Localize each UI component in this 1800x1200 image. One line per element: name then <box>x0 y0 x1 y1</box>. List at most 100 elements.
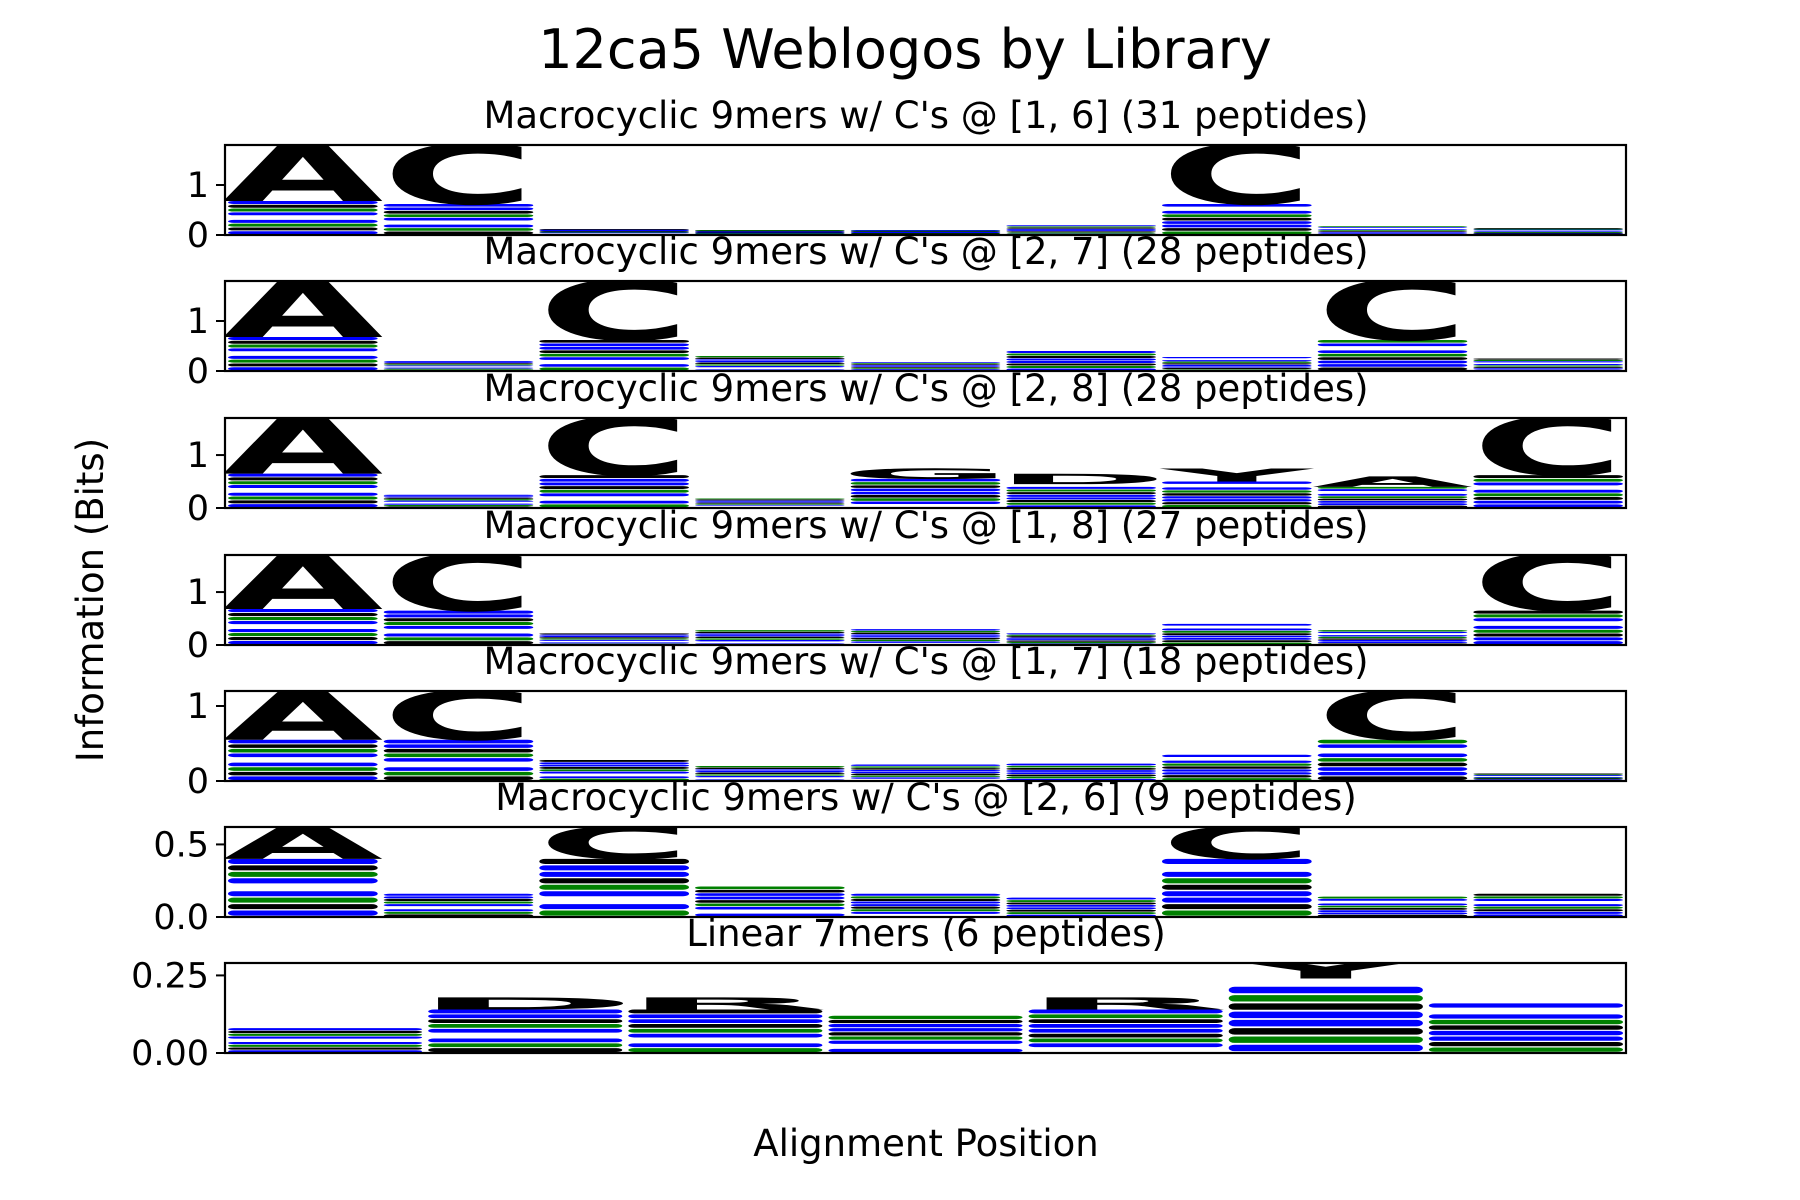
logo-stripe <box>383 637 534 641</box>
logo-stripe <box>539 865 689 871</box>
logo-stripe <box>1317 896 1468 899</box>
logo-column <box>1473 893 1623 917</box>
logo-stripe <box>628 1014 823 1019</box>
logo-stripe <box>1006 224 1156 225</box>
logo-stripe <box>1006 489 1156 492</box>
logo-stripe <box>628 1019 823 1023</box>
logo-stripe <box>1428 1025 1623 1030</box>
logo-stripe <box>539 639 689 641</box>
logo-stripe <box>695 900 845 903</box>
logo-stripe <box>539 231 689 232</box>
logo-column <box>850 629 1001 645</box>
logo-stripe <box>539 493 689 497</box>
logo-stripe <box>850 634 1001 636</box>
logo-stripe <box>1028 1048 1223 1052</box>
logo-stripe <box>695 893 845 896</box>
logo-stripe <box>1162 505 1312 508</box>
logo-stripe <box>1162 224 1312 228</box>
logo-stripe <box>539 504 689 508</box>
logo-stripe <box>539 486 689 489</box>
logo-stripe <box>383 776 534 780</box>
logo-stripe <box>228 492 378 496</box>
logo-stripe <box>228 504 378 508</box>
logo-stripe <box>1028 1014 1223 1019</box>
logo-stripe <box>228 1041 423 1045</box>
logo-stripe <box>695 504 845 506</box>
logo-stripe <box>828 1015 1023 1019</box>
logo-stripe <box>1162 487 1312 490</box>
logo-stripe <box>850 482 1001 485</box>
logo-stripe <box>850 491 1001 495</box>
logo-stripe <box>1428 1036 1623 1041</box>
logo-stripe <box>1006 631 1156 633</box>
logo-stripe <box>1006 231 1156 233</box>
logo-stripe <box>1317 360 1468 364</box>
logo-stripe <box>695 359 845 361</box>
logo-stripe <box>1317 367 1468 371</box>
logo-stripe <box>1317 907 1468 910</box>
logo-stripe <box>1162 210 1312 214</box>
logo-stripe <box>228 201 378 204</box>
logo-stripe <box>1473 904 1623 907</box>
logo-stripe <box>228 1044 423 1047</box>
logo-stripe <box>1317 898 1468 901</box>
logo-column <box>383 893 534 917</box>
logo-stripe <box>1162 364 1312 366</box>
logo-stripe <box>695 906 845 910</box>
logo-stripe <box>1006 502 1156 505</box>
logo-stripe <box>539 229 689 231</box>
logo-stripe <box>850 367 1001 368</box>
logo-stripe <box>1162 884 1312 890</box>
logo-stripe <box>1473 486 1623 489</box>
logo-column: C <box>382 127 535 235</box>
logo-stripe <box>383 366 534 368</box>
logo-stripe <box>1006 642 1156 644</box>
logo-letter: Y <box>1225 955 1426 984</box>
logo-column: C <box>1472 418 1624 508</box>
logo-stripe <box>850 364 1001 365</box>
logo-stripe <box>1006 348 1156 351</box>
logo-stripe <box>1473 358 1623 360</box>
logo-letter: C <box>382 677 535 756</box>
logo-stripe <box>1317 486 1468 489</box>
logo-letter: C <box>382 127 535 224</box>
logo-column: A <box>225 281 383 371</box>
logo-column: C <box>1472 538 1625 645</box>
logo-stripe <box>1473 775 1623 776</box>
logo-stripe <box>228 488 378 492</box>
logo-stripe <box>1006 902 1156 905</box>
logo-stripe <box>539 364 689 367</box>
logo-letter: C <box>1472 538 1625 630</box>
logo-stripe <box>1317 364 1468 367</box>
logo-letter: G <box>840 466 1011 483</box>
logo-stripe <box>539 353 689 357</box>
subplot-title: Macrocyclic 9mers w/ C's @ [1, 6] (31 pe… <box>483 94 1368 137</box>
logo-stripe <box>695 366 845 368</box>
logo-stripe <box>695 362 845 364</box>
y-tick-label: 1 <box>187 302 209 342</box>
axes-frame <box>223 689 1628 783</box>
logo-stripe <box>1162 766 1312 769</box>
axes-frame <box>223 553 1628 647</box>
logo-stripe <box>1317 641 1468 643</box>
logo-stripe <box>1006 232 1156 234</box>
logo-stripe <box>695 630 845 632</box>
logo-stripe <box>1006 900 1156 902</box>
logo-stripe <box>539 478 689 482</box>
logo-stripe <box>428 1024 623 1028</box>
logo-stripe <box>383 368 534 370</box>
logo-stripe <box>539 633 689 635</box>
logo-stripe <box>1317 640 1468 642</box>
logo-stripe <box>1006 351 1156 353</box>
logo-stripe <box>228 637 378 641</box>
logo-letter: C <box>1316 263 1469 360</box>
logo-stripe <box>1317 912 1468 915</box>
logo-stripe <box>850 504 1001 508</box>
logo-letter: A <box>1312 474 1473 491</box>
logo-column: C <box>382 555 535 645</box>
logo-stripe <box>1162 361 1312 363</box>
logo-stripe <box>695 896 845 900</box>
logo-stripe <box>1317 901 1468 903</box>
logo-stripe <box>850 768 1001 770</box>
logo-stripe <box>383 505 534 507</box>
